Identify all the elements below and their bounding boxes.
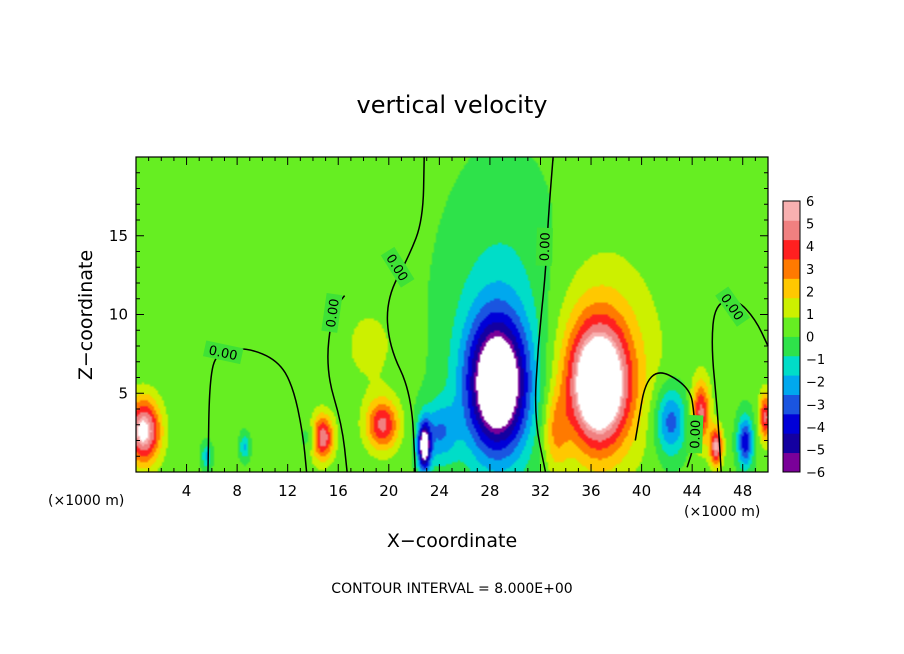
contour-label-background xyxy=(202,340,244,365)
colorbar-swatch xyxy=(783,336,800,357)
colorbar-label: 0 xyxy=(806,331,814,346)
x-tick-label: 8 xyxy=(232,482,242,500)
x-tick-label: 16 xyxy=(329,482,348,500)
colorbar-label: −6 xyxy=(806,466,825,481)
colorbar-label: 5 xyxy=(806,218,814,233)
x-tick-label: 28 xyxy=(480,482,499,500)
colorbar-swatch xyxy=(783,297,800,318)
contour-label: 0.00 xyxy=(324,298,343,329)
zero-contour-line xyxy=(207,348,308,473)
colorbar-swatch xyxy=(783,394,800,415)
colorbar-label: −1 xyxy=(806,353,825,368)
x-tick-label: 48 xyxy=(733,482,752,500)
colorbar-label: −4 xyxy=(806,421,825,436)
colorbar-swatch xyxy=(783,452,800,473)
colorbar-label: −2 xyxy=(806,376,825,391)
x-tick-label: 4 xyxy=(182,482,192,500)
x-tick-label: 20 xyxy=(379,482,398,500)
x-tick-label: 40 xyxy=(632,482,651,500)
contour-interval-note: CONTOUR INTERVAL = 8.000E+00 xyxy=(331,581,572,597)
contour-label-background xyxy=(321,292,343,333)
colorbar-swatch xyxy=(783,355,800,376)
contour-label: 0.00 xyxy=(688,420,704,449)
contour-label: 0.00 xyxy=(207,343,238,364)
plot-area: 0.000.000.000.000.000.00 4 8 12 16 20 24 28 32 3… xyxy=(109,156,769,500)
contour-label-background xyxy=(380,246,415,288)
y-axis-ticks: 5 10 15 xyxy=(109,172,768,457)
colorbar-swatch xyxy=(783,239,800,260)
contour-label-background xyxy=(535,227,553,267)
x-axis-label: X−coordinate xyxy=(387,530,517,552)
contour-label: 0.00 xyxy=(538,232,554,261)
colorbar-label: 6 xyxy=(806,195,814,210)
contour-label-background xyxy=(686,414,704,454)
colorbar-frame xyxy=(782,200,801,473)
colorbar-label: −3 xyxy=(806,398,825,413)
x-unit-right: (×1000 m) xyxy=(684,504,760,520)
y-tick-label: 5 xyxy=(118,384,128,402)
colorbar-label: 3 xyxy=(806,263,814,278)
x-tick-label: 32 xyxy=(531,482,550,500)
chart-title: vertical velocity xyxy=(357,91,548,119)
x-tick-label: 24 xyxy=(430,482,449,500)
colorbar: 6 5 4 3 2 1 0 −1 −2 −3 −4 −5 −6 xyxy=(782,195,825,481)
x-tick-label: 36 xyxy=(581,482,600,500)
zero-contour-line xyxy=(634,372,696,468)
colorbar-swatch xyxy=(783,413,800,434)
zero-contour-line xyxy=(711,299,769,473)
colorbar-swatch xyxy=(783,201,800,221)
colorbar-label: 1 xyxy=(806,308,814,323)
zero-contour-line xyxy=(386,156,425,473)
colorbar-swatch xyxy=(783,375,800,395)
colorbar-label: 4 xyxy=(806,240,814,255)
velocity-field xyxy=(136,157,768,472)
colorbar-swatch xyxy=(783,259,800,279)
colorbar-label: 2 xyxy=(806,285,814,300)
colorbar-swatch xyxy=(783,433,800,454)
x-unit-left: (×1000 m) xyxy=(48,493,124,509)
colorbar-label: −5 xyxy=(806,443,825,458)
colorbar-swatch xyxy=(783,278,800,299)
x-tick-label: 44 xyxy=(683,482,702,500)
y-tick-label: 10 xyxy=(109,306,128,324)
contour-label-background xyxy=(715,286,751,327)
y-axis-label: Z−coordinate xyxy=(75,250,97,380)
colorbar-swatch xyxy=(783,317,800,337)
colorbar-swatch xyxy=(783,220,800,241)
x-axis-ticks: 4 8 12 16 20 24 28 32 36 40 44 48 xyxy=(148,157,756,500)
x-tick-label: 12 xyxy=(278,482,297,500)
y-tick-label: 15 xyxy=(109,227,128,245)
